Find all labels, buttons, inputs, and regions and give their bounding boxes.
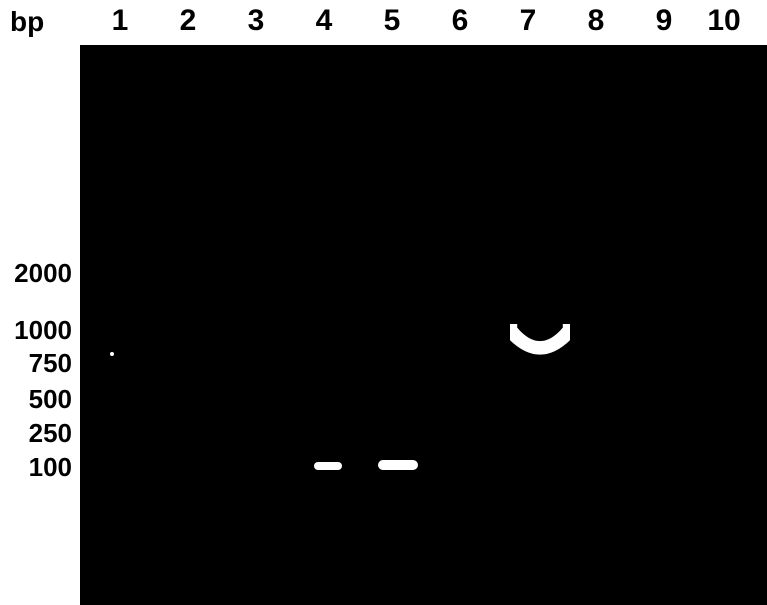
lane-label-2: 2 bbox=[158, 4, 218, 38]
lane-label-9: 9 bbox=[634, 4, 694, 38]
lane-label-4: 4 bbox=[294, 4, 354, 38]
marker-label-1000: 1000 bbox=[14, 315, 72, 346]
gel-electrophoresis-figure: bp 1 2 3 4 5 6 7 8 9 10 2000 1000 750 50… bbox=[0, 0, 767, 602]
lane-label-7: 7 bbox=[498, 4, 558, 38]
marker-label-2000: 2000 bbox=[14, 258, 72, 289]
marker-label-250: 250 bbox=[29, 418, 72, 449]
lane-label-6: 6 bbox=[430, 4, 490, 38]
marker-label-500: 500 bbox=[29, 384, 72, 415]
lane-label-1: 1 bbox=[90, 4, 150, 38]
lane-label-5: 5 bbox=[362, 4, 422, 38]
lane-label-8: 8 bbox=[566, 4, 626, 38]
band-lane-1 bbox=[110, 352, 114, 356]
bp-header-label: bp bbox=[10, 6, 44, 38]
gel-image-area bbox=[80, 45, 767, 605]
band-lane-5 bbox=[378, 460, 418, 470]
marker-label-100: 100 bbox=[29, 452, 72, 483]
lane-label-3: 3 bbox=[226, 4, 286, 38]
lane-label-10: 10 bbox=[694, 4, 754, 38]
marker-label-750: 750 bbox=[29, 348, 72, 379]
band-lane-4 bbox=[314, 462, 342, 470]
band-lane-7 bbox=[510, 324, 570, 360]
